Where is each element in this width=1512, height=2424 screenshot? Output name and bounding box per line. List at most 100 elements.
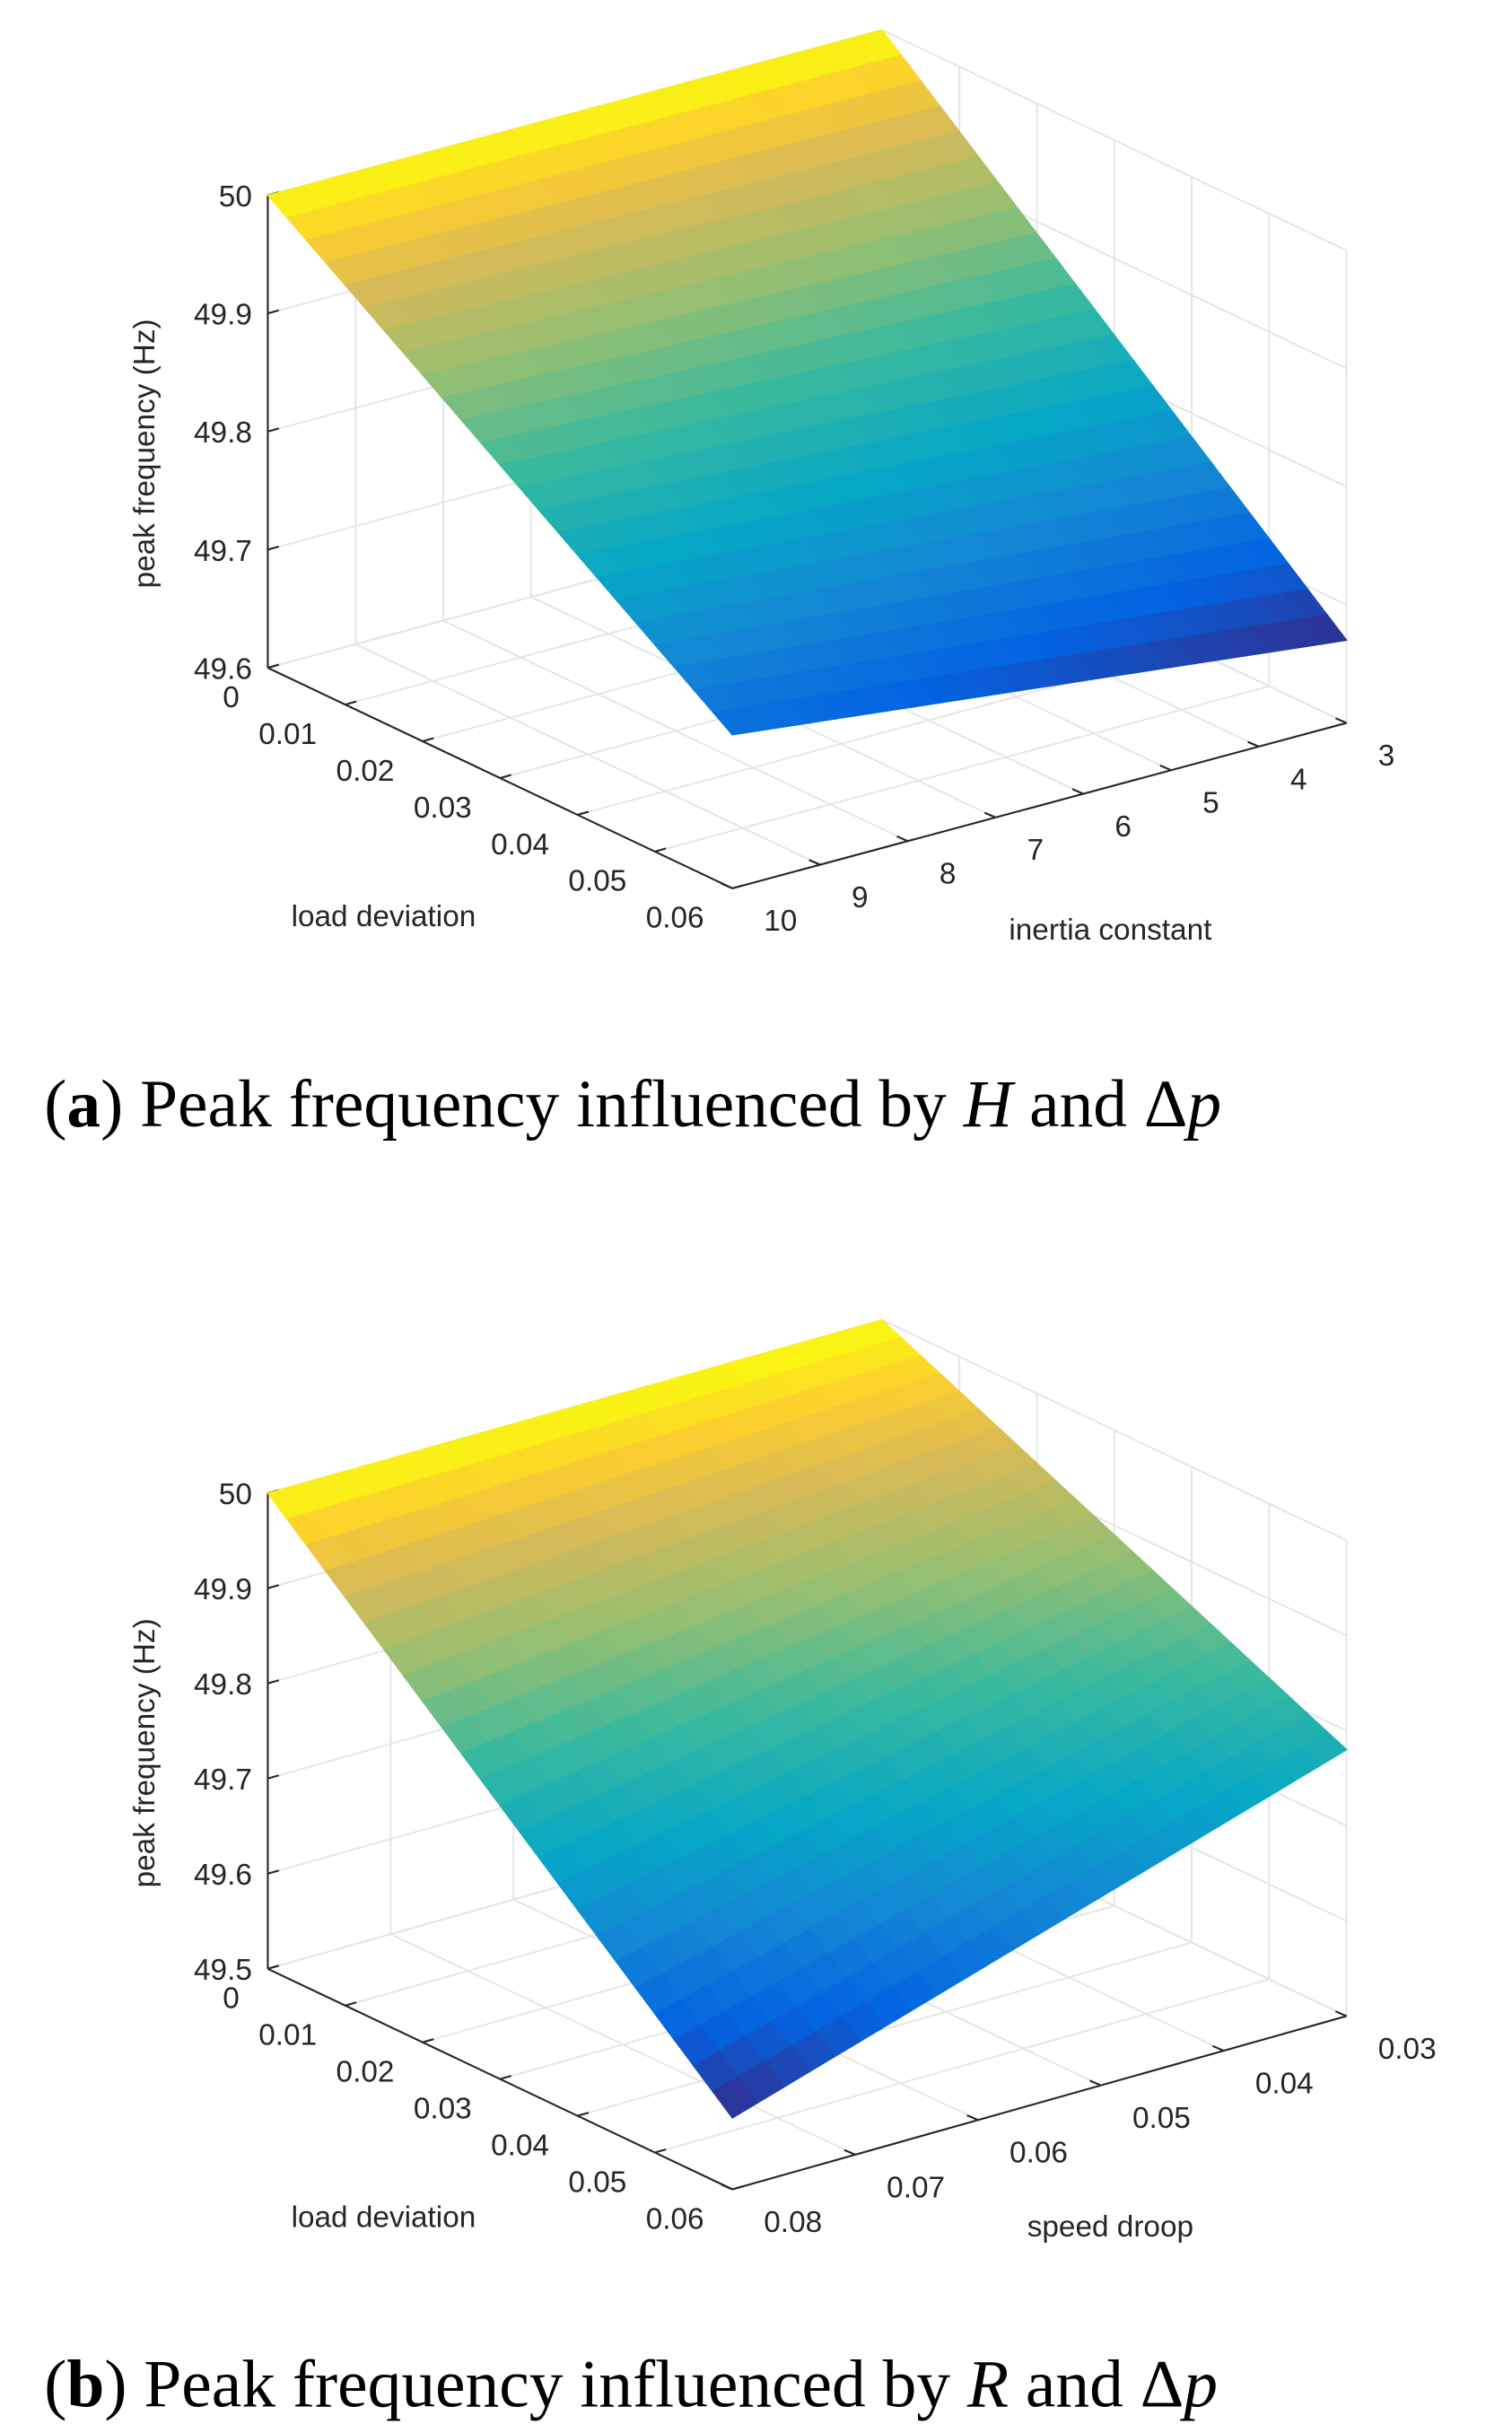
caption: (a) Peak frequency influenced by H and Δ… bbox=[44, 1067, 1221, 1142]
tick-mark bbox=[1247, 740, 1260, 748]
y-tick-label: 6 bbox=[1114, 810, 1132, 844]
caption-part: H bbox=[963, 1067, 1016, 1142]
tick-mark bbox=[1159, 764, 1172, 772]
tick-mark bbox=[983, 811, 996, 818]
y-axis-label: speed droop bbox=[1027, 2210, 1193, 2244]
tick-mark bbox=[1071, 788, 1084, 795]
chart: 49.5 49.6 49.7 49.8 49.9 50 0 0.01 0.02 0.03 0.04 0… bbox=[44, 1318, 1437, 2422]
tick-mark bbox=[843, 2148, 856, 2156]
z-tick-label: 49.6 bbox=[194, 652, 252, 686]
tick-mark bbox=[267, 1774, 280, 1780]
caption-part: ) Peak frequency influenced by bbox=[104, 2348, 967, 2422]
y-tick-label: 0.08 bbox=[764, 2206, 822, 2239]
tick-mark bbox=[1212, 2044, 1225, 2052]
tick-mark bbox=[267, 1869, 280, 1875]
y-tick-label: 0.05 bbox=[1132, 2102, 1191, 2135]
x-tick-label: 0 bbox=[223, 1982, 240, 2016]
z-tick-label: 49.7 bbox=[194, 1763, 252, 1797]
x-axis-label: load deviation bbox=[292, 900, 476, 933]
tick-mark bbox=[1089, 2079, 1102, 2087]
x-tick-label: 0.02 bbox=[336, 2056, 395, 2089]
y-tick-label: 3 bbox=[1378, 739, 1395, 773]
tick-mark bbox=[267, 1584, 280, 1589]
tick-mark bbox=[721, 2183, 733, 2191]
caption-part: and Δ bbox=[1012, 1067, 1187, 1142]
tick-mark bbox=[422, 737, 434, 743]
grid-line bbox=[442, 619, 909, 842]
tick-mark bbox=[345, 2001, 357, 2007]
z-tick-label: 50 bbox=[219, 1478, 252, 1511]
z-tick-label: 49.6 bbox=[194, 1859, 252, 1892]
caption-part: ) Peak frequency influenced by bbox=[101, 1067, 964, 1142]
surface bbox=[267, 1318, 1348, 2119]
z-axis-label: peak frequency (Hz) bbox=[128, 319, 162, 588]
tick-mark bbox=[267, 545, 280, 551]
tick-mark bbox=[654, 847, 667, 853]
z-axis-label: peak frequency (Hz) bbox=[128, 1618, 162, 1887]
grid-line bbox=[654, 685, 1270, 853]
y-tick-label: 10 bbox=[764, 905, 797, 938]
tick-mark bbox=[896, 835, 909, 843]
grid-line bbox=[354, 643, 821, 866]
caption-part: R bbox=[966, 2348, 1009, 2422]
caption-part: p bbox=[1183, 1067, 1221, 1142]
y-tick-label: 5 bbox=[1202, 787, 1219, 820]
x-tick-label: 0 bbox=[223, 681, 240, 714]
x-tick-label: 0.04 bbox=[491, 2129, 549, 2162]
tick-mark bbox=[808, 859, 821, 866]
z-tick-label: 49.9 bbox=[194, 299, 252, 332]
caption: (b) Peak frequency influenced by R and Δ… bbox=[44, 2348, 1218, 2422]
y-tick-label: 0.06 bbox=[1009, 2137, 1068, 2170]
surface-patch bbox=[712, 707, 760, 736]
tick-mark bbox=[731, 884, 744, 889]
y-tick-label: 7 bbox=[1027, 834, 1044, 867]
x-tick-label: 0.01 bbox=[258, 718, 317, 751]
grid-line bbox=[654, 1978, 1270, 2154]
tick-mark bbox=[577, 810, 590, 816]
tick-mark bbox=[267, 309, 280, 315]
tick-mark bbox=[1334, 717, 1348, 724]
x-tick-label: 0.02 bbox=[336, 755, 395, 788]
y-tick-label: 4 bbox=[1290, 763, 1307, 796]
x-tick-label: 0.01 bbox=[258, 2019, 317, 2052]
y-tick-label: 0.07 bbox=[887, 2171, 945, 2204]
tick-mark bbox=[500, 2075, 511, 2080]
grid-line bbox=[577, 1941, 1193, 2117]
x-tick-label: 0.05 bbox=[568, 2166, 626, 2199]
x-tick-label: 0.03 bbox=[414, 2093, 472, 2126]
z-tick-label: 49.8 bbox=[194, 416, 252, 450]
tick-mark bbox=[654, 2148, 667, 2154]
z-tick-label: 49.8 bbox=[194, 1668, 252, 1702]
z-tick-label: 49.5 bbox=[194, 1954, 252, 1987]
y-tick-label: 8 bbox=[940, 858, 957, 891]
tick-mark bbox=[345, 700, 357, 706]
x-tick-label: 0.05 bbox=[568, 865, 626, 898]
tick-mark bbox=[966, 2114, 979, 2122]
tick-mark bbox=[500, 774, 511, 780]
y-tick-label: 0.04 bbox=[1255, 2067, 1314, 2100]
x-axis-label: load deviation bbox=[292, 2201, 476, 2235]
grid-line bbox=[389, 1933, 856, 2156]
tick-mark bbox=[267, 1965, 280, 1970]
x-tick-label: 0.03 bbox=[414, 792, 472, 825]
y-tick-label: 9 bbox=[852, 881, 869, 914]
surface-patch bbox=[712, 2076, 759, 2119]
z-tick-label: 50 bbox=[219, 180, 252, 214]
z-tick-label: 49.7 bbox=[194, 535, 252, 568]
x-tick-label: 0.06 bbox=[646, 902, 704, 935]
caption-part: a bbox=[66, 1067, 101, 1142]
x-tick-label: 0.04 bbox=[491, 828, 549, 862]
caption-part: b bbox=[66, 2348, 104, 2422]
x-tick-label: 0.06 bbox=[646, 2202, 704, 2236]
caption-part: ( bbox=[44, 1067, 66, 1142]
y-axis bbox=[731, 2015, 1347, 2191]
caption-part: p bbox=[1179, 2348, 1218, 2422]
tick-mark bbox=[422, 2038, 434, 2043]
y-axis-label: inertia constant bbox=[1009, 914, 1212, 947]
tick-mark bbox=[267, 1679, 280, 1685]
surface bbox=[267, 29, 1348, 736]
y-axis bbox=[731, 722, 1347, 889]
tick-mark bbox=[721, 882, 733, 889]
